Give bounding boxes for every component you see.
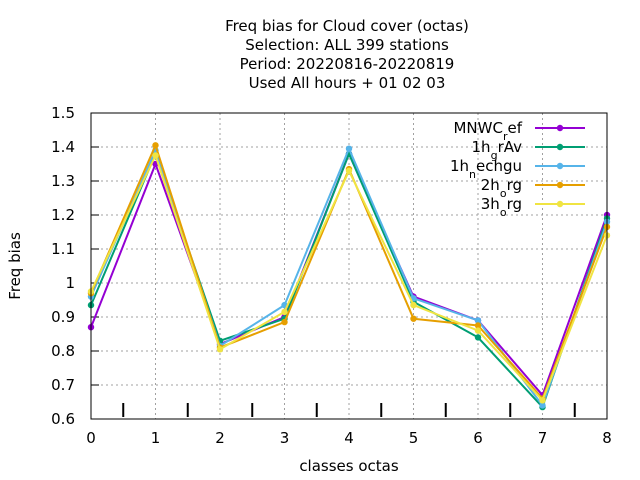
data-point: [410, 301, 417, 309]
data-point: [539, 402, 546, 409]
legend-label: 1hnechgu: [450, 157, 522, 181]
data-point: [410, 315, 417, 322]
data-point: [345, 145, 353, 152]
grid: [90, 112, 608, 420]
x-tick-labels: 0 1 2 3 4 5 6 7 8: [86, 429, 612, 447]
legend-swatch-point: [556, 162, 564, 170]
title-line: Selection: ALL 399 stations: [245, 36, 449, 54]
y-tick-label: 0.6: [51, 410, 75, 428]
y-tick-label: 1.1: [51, 240, 75, 258]
data-point: [474, 334, 482, 341]
data-point: [216, 346, 224, 353]
legend-swatch-point: [556, 200, 564, 208]
series-4: [87, 152, 611, 404]
title-line: Period: 20220816-20220819: [240, 55, 455, 73]
y-tick-label: 1.5: [51, 104, 75, 122]
legend-label: MNWCref: [453, 119, 522, 143]
y-tick-label: 0.9: [51, 308, 75, 326]
data-point: [152, 152, 159, 159]
x-tick-label: 3: [280, 429, 290, 447]
plot-frame: [90, 112, 608, 420]
y-tick-label: 0.7: [51, 376, 75, 394]
legend-swatch-point: [556, 124, 564, 132]
minor-tick-marks: [122, 403, 576, 417]
data-point: [281, 318, 288, 326]
y-tick-label: 1.4: [51, 138, 75, 156]
legend-swatch-point: [556, 181, 564, 189]
y-tick-label: 1: [65, 274, 75, 292]
x-tick-label: 8: [602, 429, 612, 447]
legend-label: 1hgrAv: [472, 138, 523, 162]
x-axis-label: classes octas: [299, 457, 399, 475]
data-point: [281, 308, 288, 316]
x-tick-label: 0: [86, 429, 96, 447]
data-point: [474, 327, 482, 334]
title-line: Used All hours + 01 02 03: [249, 74, 446, 92]
y-tick-labels: 0.6 0.7 0.8 0.9 1 1.1 1.2 1.3 1.4 1.5: [51, 104, 75, 428]
data-point: [539, 397, 546, 404]
legend-label: 3horg: [481, 195, 522, 219]
y-tick-label: 0.8: [51, 342, 75, 360]
legend-label: 2horg: [481, 176, 522, 200]
data-point: [345, 167, 353, 174]
x-tick-label: 1: [151, 429, 161, 447]
x-tick-label: 6: [473, 429, 483, 447]
chart-title: Freq bias for Cloud cover (octas)Selecti…: [225, 17, 469, 92]
data-point: [474, 322, 482, 329]
y-tick-label: 1.3: [51, 172, 75, 190]
data-point: [474, 317, 482, 324]
data-point: [152, 142, 159, 149]
y-tick-label: 1.2: [51, 206, 75, 224]
y-axis-label: Freq bias: [6, 232, 24, 300]
x-tick-label: 4: [344, 429, 354, 447]
x-tick-label: 7: [538, 429, 548, 447]
series-lines: [87, 142, 611, 411]
title-line: Freq bias for Cloud cover (octas): [225, 17, 469, 35]
x-tick-label: 2: [215, 429, 225, 447]
x-tick-label: 5: [409, 429, 419, 447]
legend-swatch-point: [556, 143, 564, 151]
